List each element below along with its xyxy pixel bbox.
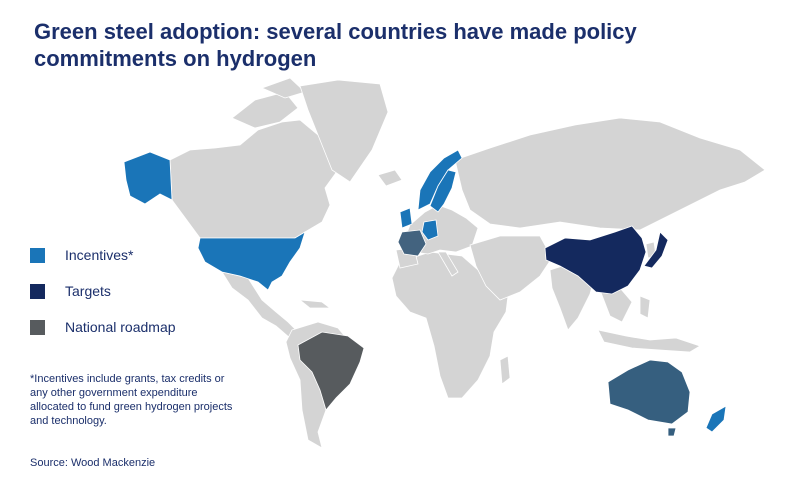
- legend-label-national-roadmap: National roadmap: [65, 319, 176, 335]
- arctic-islands: [231, 91, 299, 129]
- incentive-countries: [123, 149, 727, 433]
- australia: [607, 359, 691, 425]
- philippines: [639, 295, 651, 319]
- legend-label-incentives: Incentives*: [65, 247, 134, 263]
- italy: [437, 251, 459, 277]
- caribbean: [298, 299, 332, 309]
- alaska: [123, 151, 173, 205]
- footnote: *Incentives include grants, tax credits …: [30, 373, 233, 427]
- source-credit: Source: Wood Mackenzie: [30, 457, 156, 469]
- roadmap-countries: [297, 331, 365, 411]
- sweden: [429, 169, 457, 213]
- legend-item-national-roadmap: National roadmap: [30, 318, 176, 336]
- legend-item-targets: Targets: [30, 282, 176, 300]
- uk: [399, 207, 413, 229]
- legend-swatch-national-roadmap: [30, 319, 45, 335]
- legend-label-targets: Targets: [65, 283, 111, 299]
- legend-swatch-targets: [30, 283, 45, 299]
- brazil: [297, 331, 365, 411]
- indonesia: [597, 329, 701, 353]
- target-countries: [544, 225, 669, 295]
- chart-title: Green steel adoption: several countries …: [34, 19, 637, 71]
- other-highlighted-countries: [397, 229, 691, 437]
- russia: [454, 117, 766, 231]
- legend-swatch-incentives: [30, 247, 45, 263]
- legend-item-incentives: Incentives*: [30, 246, 176, 264]
- new-zealand: [705, 405, 727, 433]
- canada: [169, 119, 339, 239]
- madagascar: [499, 355, 511, 385]
- iceland: [377, 169, 403, 187]
- china: [544, 225, 647, 295]
- france: [397, 229, 427, 257]
- japan: [643, 231, 669, 269]
- middle-east: [469, 235, 553, 301]
- tasmania: [667, 427, 677, 437]
- greenland: [299, 79, 389, 183]
- legend: Incentives* Targets National roadmap: [30, 246, 176, 354]
- arctic-islands-2: [260, 77, 306, 99]
- usa: [197, 231, 306, 291]
- germany: [421, 219, 439, 241]
